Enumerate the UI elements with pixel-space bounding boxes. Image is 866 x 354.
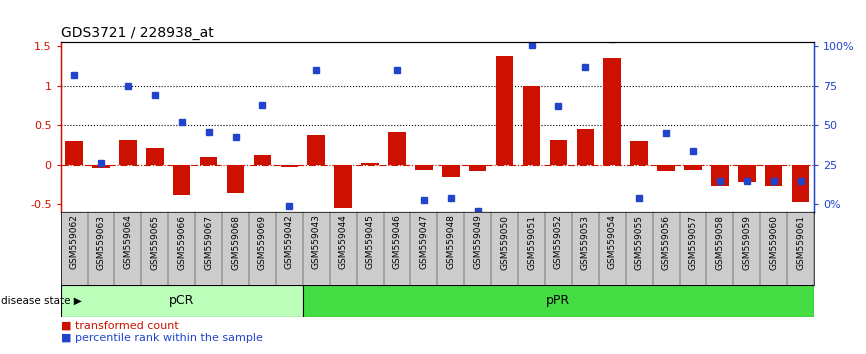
- Bar: [442, 165, 460, 177]
- Text: GSM559069: GSM559069: [258, 215, 267, 270]
- Bar: [388, 132, 405, 165]
- Bar: [711, 165, 728, 186]
- Bar: [200, 157, 217, 165]
- Bar: [303, 285, 814, 317]
- Text: GSM559065: GSM559065: [151, 215, 159, 270]
- Bar: [281, 165, 298, 167]
- Text: GSM559058: GSM559058: [715, 215, 724, 270]
- Text: GSM559048: GSM559048: [446, 215, 456, 269]
- Text: ■ transformed count: ■ transformed count: [61, 321, 178, 331]
- Bar: [173, 165, 191, 195]
- Bar: [684, 165, 701, 170]
- Bar: [61, 285, 303, 317]
- Bar: [254, 155, 271, 165]
- Bar: [550, 141, 567, 165]
- Text: GSM559051: GSM559051: [527, 215, 536, 270]
- Text: GSM559057: GSM559057: [688, 215, 697, 270]
- Text: GSM559056: GSM559056: [662, 215, 670, 270]
- Text: GSM559042: GSM559042: [285, 215, 294, 269]
- Bar: [361, 164, 378, 165]
- Text: GSM559043: GSM559043: [312, 215, 320, 269]
- Text: GSM559050: GSM559050: [500, 215, 509, 270]
- Bar: [630, 141, 648, 165]
- Bar: [334, 165, 352, 209]
- Bar: [93, 165, 110, 168]
- Text: ■ percentile rank within the sample: ■ percentile rank within the sample: [61, 333, 262, 343]
- Bar: [120, 140, 137, 165]
- Text: pCR: pCR: [169, 295, 194, 307]
- Bar: [65, 141, 83, 165]
- Text: GSM559063: GSM559063: [96, 215, 106, 270]
- Bar: [496, 56, 514, 165]
- Text: GSM559061: GSM559061: [796, 215, 805, 270]
- Bar: [738, 165, 755, 182]
- Bar: [469, 165, 487, 171]
- Text: GSM559062: GSM559062: [69, 215, 79, 269]
- Text: pPR: pPR: [546, 295, 571, 307]
- Bar: [415, 165, 433, 170]
- Bar: [657, 165, 675, 171]
- Bar: [227, 165, 244, 193]
- Text: GSM559066: GSM559066: [178, 215, 186, 270]
- Text: GSM559054: GSM559054: [608, 215, 617, 269]
- Bar: [765, 165, 782, 185]
- Text: GSM559052: GSM559052: [554, 215, 563, 269]
- Text: GSM559060: GSM559060: [769, 215, 779, 270]
- Text: GSM559049: GSM559049: [473, 215, 482, 269]
- Text: GSM559053: GSM559053: [581, 215, 590, 270]
- Text: GSM559067: GSM559067: [204, 215, 213, 270]
- Text: GSM559046: GSM559046: [392, 215, 402, 269]
- Text: GSM559047: GSM559047: [419, 215, 429, 269]
- Text: GSM559064: GSM559064: [123, 215, 132, 269]
- Text: GSM559045: GSM559045: [365, 215, 375, 269]
- Bar: [792, 165, 810, 202]
- Text: disease state ▶: disease state ▶: [1, 296, 81, 306]
- Text: GSM559068: GSM559068: [231, 215, 240, 270]
- Bar: [146, 148, 164, 165]
- Bar: [307, 135, 325, 165]
- Text: GSM559055: GSM559055: [635, 215, 643, 270]
- Bar: [523, 86, 540, 165]
- Bar: [604, 58, 621, 165]
- Text: GSM559044: GSM559044: [339, 215, 347, 269]
- Text: GDS3721 / 228938_at: GDS3721 / 228938_at: [61, 26, 213, 40]
- Text: GSM559059: GSM559059: [742, 215, 752, 270]
- Bar: [577, 130, 594, 165]
